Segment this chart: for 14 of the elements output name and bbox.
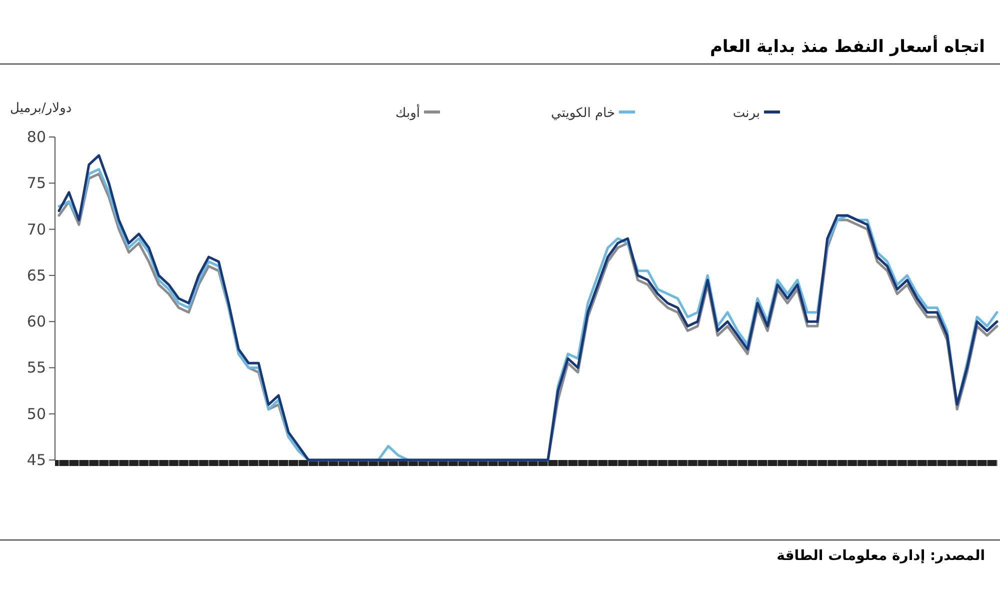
y-axis-title: دولار/برميل — [10, 101, 72, 116]
legend-label: خام الكويتي — [550, 106, 615, 121]
text: المصدر: إدارة معلومات الطاقة — [776, 548, 985, 564]
chart-title: اتجاه أسعار النفط منذ بداية العام — [710, 35, 985, 57]
y-tick-label: 65 — [26, 266, 46, 284]
y-tick-label: 50 — [26, 404, 46, 423]
y-tick-label: 60 — [26, 312, 46, 331]
legend-label: أوبك — [396, 104, 420, 121]
y-tick-label: 75 — [26, 174, 46, 192]
y-tick-label: 80 — [26, 128, 46, 146]
y-tick-label: 70 — [26, 220, 46, 238]
y-tick-label: 45 — [26, 451, 46, 469]
y-tick-label: 55 — [26, 358, 46, 377]
legend-label: برنت — [732, 106, 760, 121]
